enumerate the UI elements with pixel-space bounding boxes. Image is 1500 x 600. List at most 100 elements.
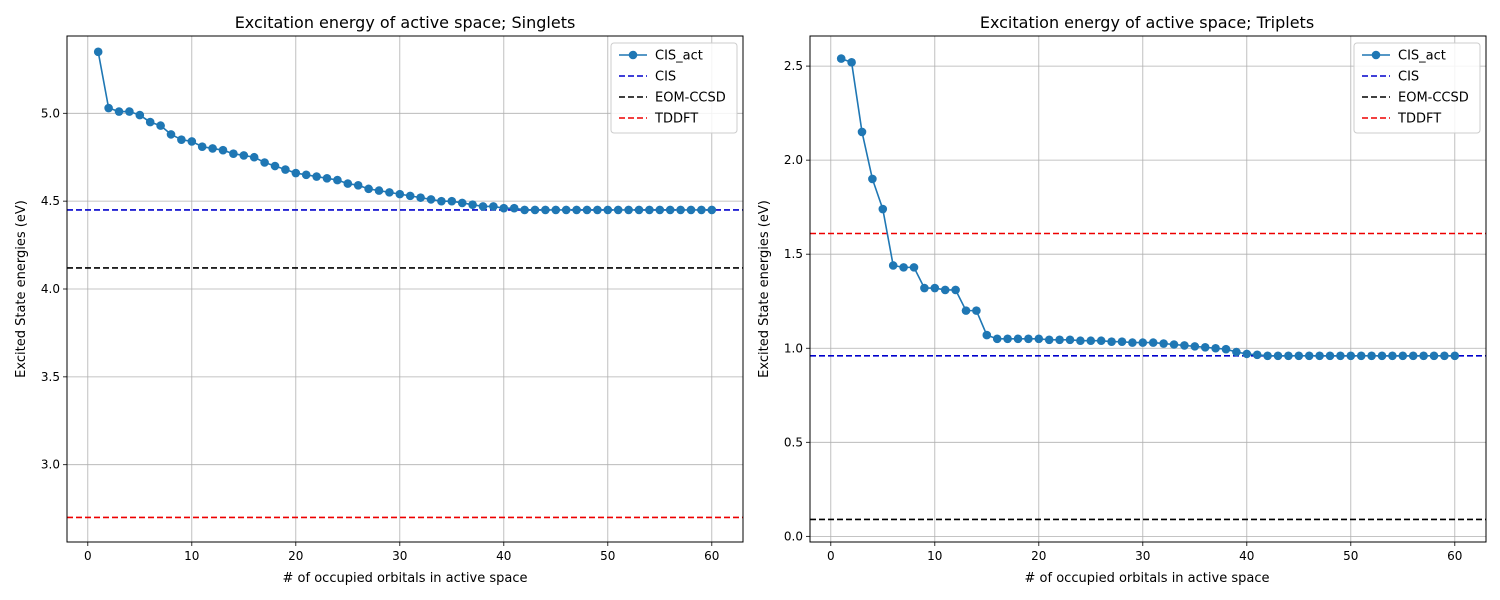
x-tick-label: 20 bbox=[288, 549, 303, 563]
data-point bbox=[229, 149, 238, 159]
y-axis-label: Excited State energies (eV) bbox=[14, 200, 29, 378]
x-tick-label: 50 bbox=[1343, 549, 1358, 563]
data-point bbox=[197, 142, 207, 151]
data-point bbox=[166, 130, 176, 139]
legend-label: EOM-CCSD bbox=[655, 91, 726, 106]
x-tick-label: 0 bbox=[84, 549, 92, 563]
data-point bbox=[868, 174, 877, 184]
data-point bbox=[437, 196, 446, 206]
data-point bbox=[270, 161, 280, 171]
data-point bbox=[1034, 334, 1044, 344]
data-point bbox=[1419, 351, 1428, 361]
data-point bbox=[1180, 341, 1189, 350]
legend-marker bbox=[628, 50, 638, 60]
data-point bbox=[405, 191, 415, 201]
data-point bbox=[530, 205, 540, 215]
y-tick-label: 1.0 bbox=[784, 341, 803, 355]
data-point bbox=[1263, 351, 1272, 361]
data-point bbox=[520, 205, 529, 215]
data-point bbox=[676, 205, 685, 215]
data-point bbox=[1159, 339, 1168, 348]
data-point bbox=[125, 107, 134, 116]
y-tick-label: 0.0 bbox=[784, 529, 803, 543]
data-point bbox=[1232, 347, 1241, 357]
data-point bbox=[857, 127, 867, 137]
data-point bbox=[572, 205, 581, 215]
data-point bbox=[1388, 351, 1397, 361]
data-point bbox=[499, 203, 509, 213]
data-point bbox=[322, 174, 332, 183]
data-point bbox=[593, 205, 602, 215]
y-tick-label: 1.5 bbox=[784, 247, 803, 261]
series-cis-act bbox=[836, 54, 1460, 361]
legend-label: CIS_act bbox=[655, 49, 703, 64]
data-point bbox=[114, 107, 124, 116]
data-point bbox=[1273, 351, 1283, 361]
data-point bbox=[665, 205, 675, 215]
data-point bbox=[930, 283, 940, 293]
reference-lines bbox=[67, 209, 743, 519]
x-axis-label: # of occupied orbitals in active space bbox=[1025, 571, 1270, 586]
data-point bbox=[624, 205, 633, 215]
data-point bbox=[634, 205, 644, 215]
data-point bbox=[187, 137, 197, 146]
y-tick-label: 5.0 bbox=[41, 106, 60, 120]
data-point bbox=[135, 110, 145, 120]
legend-label: CIS_act bbox=[1398, 49, 1446, 64]
data-point bbox=[353, 181, 363, 190]
data-point bbox=[468, 200, 477, 209]
data-point bbox=[1315, 351, 1324, 361]
legend-label: CIS bbox=[655, 70, 676, 85]
data-point bbox=[395, 189, 405, 199]
x-tick-label: 60 bbox=[704, 549, 719, 563]
data-point bbox=[426, 195, 436, 204]
data-point bbox=[218, 145, 228, 155]
y-tick-label: 2.5 bbox=[784, 59, 803, 73]
data-point bbox=[1211, 343, 1220, 353]
x-tick-label: 10 bbox=[927, 549, 942, 563]
data-point bbox=[613, 205, 623, 215]
data-point bbox=[509, 203, 519, 213]
x-tick-label: 30 bbox=[392, 549, 407, 563]
data-point bbox=[1367, 351, 1376, 361]
data-point bbox=[603, 205, 613, 215]
data-point bbox=[697, 205, 706, 215]
data-point bbox=[982, 330, 992, 340]
chart-singlets: Excitation energy of active space; Singl… bbox=[14, 13, 744, 586]
data-point bbox=[343, 179, 353, 188]
data-point bbox=[561, 205, 571, 215]
data-point bbox=[478, 202, 488, 211]
data-point bbox=[301, 170, 311, 180]
legend-label: EOM-CCSD bbox=[1398, 91, 1469, 106]
data-point bbox=[1076, 336, 1085, 346]
data-point bbox=[385, 188, 394, 197]
data-point bbox=[1440, 351, 1449, 361]
x-tick-label: 30 bbox=[1135, 549, 1150, 563]
data-point bbox=[1044, 335, 1054, 345]
data-point bbox=[1325, 351, 1335, 361]
data-point bbox=[836, 54, 846, 63]
y-tick-label: 3.5 bbox=[41, 370, 60, 384]
y-tick-label: 2.0 bbox=[784, 153, 803, 167]
x-axis-label: # of occupied orbitals in active space bbox=[283, 571, 528, 586]
data-point bbox=[1065, 335, 1075, 345]
y-tick-label: 4.0 bbox=[41, 282, 60, 296]
data-point bbox=[177, 135, 186, 144]
data-point bbox=[551, 205, 561, 215]
data-point bbox=[281, 165, 290, 174]
data-point bbox=[374, 186, 384, 195]
data-point bbox=[93, 47, 103, 57]
legend-marker bbox=[1371, 50, 1381, 60]
data-point bbox=[1117, 337, 1127, 346]
data-point bbox=[920, 283, 929, 293]
data-point bbox=[992, 334, 1002, 344]
data-point bbox=[1398, 351, 1408, 361]
x-tick-label: 60 bbox=[1447, 549, 1462, 563]
legend: CIS_act CIS EOM-CCSD TDDFT bbox=[1353, 42, 1481, 134]
data-point bbox=[1024, 334, 1033, 344]
data-point bbox=[1346, 351, 1356, 361]
data-point bbox=[1190, 342, 1200, 351]
data-point bbox=[1252, 350, 1262, 360]
y-tick-label: 3.0 bbox=[41, 458, 60, 472]
